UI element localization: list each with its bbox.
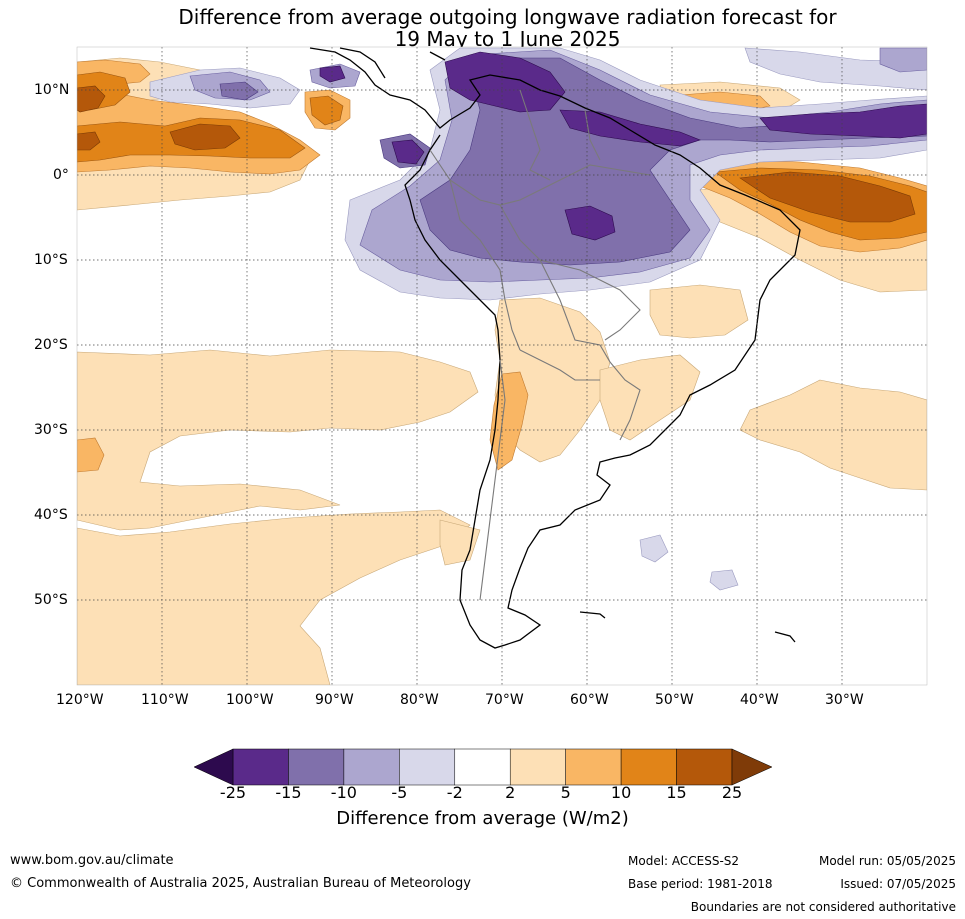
lat-label-10s: 10°S <box>34 252 68 268</box>
gridlines <box>77 47 927 685</box>
lat-label-40s: 40°S <box>34 507 68 523</box>
lat-label-10n: 10°N <box>34 82 70 98</box>
coastline <box>309 47 801 649</box>
colorbar-tick-label: -5 <box>391 783 408 802</box>
lon-label-50w: 50°W <box>655 692 694 708</box>
lat-label-30s: 30°S <box>34 422 68 438</box>
colorbar-segment <box>676 748 733 786</box>
footer-copyright: © Commonwealth of Australia 2025, Austra… <box>10 876 471 891</box>
colorbar-tick-label: -15 <box>275 783 302 802</box>
lon-label-30w: 30°W <box>825 692 864 708</box>
lon-label-100w: 100°W <box>226 692 274 708</box>
lat-label-0: 0° <box>53 167 69 183</box>
lon-label-110w: 110°W <box>141 692 189 708</box>
colorbar-segment <box>565 748 622 786</box>
footer-issued: Issued: 07/05/2025 <box>840 877 956 891</box>
lon-label-60w: 60°W <box>570 692 609 708</box>
lat-label-20s: 20°S <box>34 337 68 353</box>
footer-disclaimer: Boundaries are not considered authoritat… <box>690 900 956 914</box>
map-title-line1: Difference from average outgoing longwav… <box>178 5 837 29</box>
footer-base-period: Base period: 1981-2018 <box>628 877 773 891</box>
lon-label-80w: 80°W <box>400 692 439 708</box>
colorbar-under-arrow <box>193 748 234 786</box>
colorbar-tick-label: -25 <box>219 783 247 802</box>
colorbar-tick-label: 10 <box>610 783 632 802</box>
map-title-line2: 19 May to 1 June 2025 <box>394 27 621 51</box>
colorbar-title: Difference from average (W/m2) <box>336 808 629 829</box>
lon-label-40w: 40°W <box>740 692 779 708</box>
colorbar-tick-label: 15 <box>666 783 687 802</box>
colorbar-segment <box>454 748 511 786</box>
footer-model-run: Model run: 05/05/2025 <box>818 854 956 868</box>
colorbar-segment <box>509 748 566 786</box>
colorbar-segment <box>620 748 677 786</box>
colorbar-tick-label: 25 <box>721 783 743 802</box>
anomaly-shading <box>77 47 927 685</box>
lon-label-120w: 120°W <box>56 692 104 708</box>
footer-model: Model: ACCESS-S2 <box>628 854 740 868</box>
colorbar-segment <box>232 748 289 786</box>
lon-label-90w: 90°W <box>315 692 354 708</box>
colorbar-tick-label: -10 <box>330 783 357 802</box>
footer-website: www.bom.gov.au/climate <box>10 853 174 868</box>
colorbar-over-arrow <box>731 748 773 786</box>
colorbar-segment <box>343 748 400 786</box>
colorbar-tick-label: -2 <box>446 783 463 802</box>
colorbar-tick-label: 5 <box>560 783 571 802</box>
colorbar-tick-label: 2 <box>505 783 516 802</box>
olr-anomaly-map <box>76 46 928 686</box>
colorbar-segment <box>399 748 456 786</box>
lat-label-50s: 50°S <box>34 592 68 608</box>
country-borders <box>429 89 651 601</box>
lon-label-70w: 70°W <box>485 692 524 708</box>
colorbar-segment <box>288 748 345 786</box>
